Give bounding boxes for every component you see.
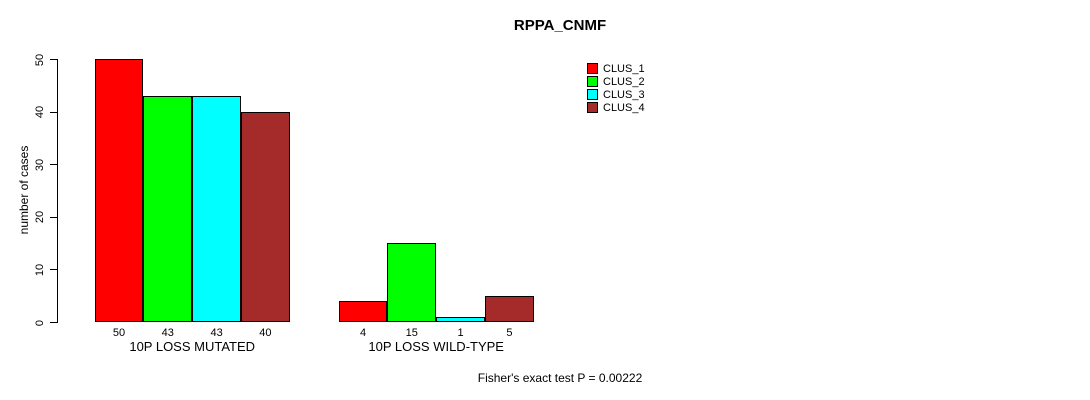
bar-value-label: 1 [457, 327, 464, 339]
fisher-test-annotation: Fisher's exact test P = 0.00222 [477, 371, 643, 385]
y-tick-label: 40 [34, 106, 46, 119]
y-axis-label: number of cases [17, 145, 31, 235]
bar-value-label: 50 [112, 327, 126, 339]
legend-swatch-clus_1 [587, 63, 598, 74]
y-tick-label: 50 [34, 53, 46, 67]
legend-label-clus_2: CLUS_2 [603, 76, 645, 88]
x-category-label: 10P LOSS MUTATED [129, 339, 256, 354]
x-category-label: 10P LOSS WILD-TYPE [368, 339, 504, 354]
y-tick-label: 10 [34, 263, 46, 277]
bar-value-label: 4 [359, 327, 367, 339]
bar-clus_1-group1 [94, 59, 144, 322]
y-tick-mark [50, 164, 57, 166]
bar-clus_4-group1 [241, 111, 290, 322]
bar-clus_1-group2 [338, 300, 388, 322]
y-tick-label: 0 [34, 319, 46, 326]
y-tick-mark [50, 269, 57, 271]
legend-label-clus_1: CLUS_1 [603, 63, 645, 75]
legend-label-clus_3: CLUS_3 [603, 89, 645, 101]
y-tick-label: 30 [34, 158, 46, 172]
chart-title: RPPA_CNMF [513, 17, 607, 34]
bar-value-label: 5 [506, 327, 513, 339]
bar-value-label: 40 [259, 327, 272, 339]
legend-swatch-clus_2 [587, 76, 598, 87]
bar-clus_4-group2 [485, 295, 534, 322]
bar-value-label: 43 [161, 327, 174, 339]
y-tick-mark [50, 322, 57, 323]
y-axis-line [57, 59, 58, 323]
y-tick-label: 20 [34, 211, 46, 224]
bar-clus_3-group2 [436, 316, 485, 322]
y-tick-mark [50, 59, 57, 61]
bar-clus_2-group2 [387, 243, 437, 322]
y-tick-mark [50, 111, 57, 113]
legend-label-clus_4: CLUS_4 [603, 102, 645, 114]
y-tick-mark [50, 216, 57, 218]
bar-clus_2-group1 [143, 96, 193, 322]
legend-swatch-clus_3 [587, 89, 598, 100]
bar-clus_3-group1 [192, 96, 241, 322]
bar-value-label: 15 [405, 327, 418, 339]
bar-value-label: 43 [210, 327, 223, 339]
legend-swatch-clus_4 [587, 102, 598, 113]
